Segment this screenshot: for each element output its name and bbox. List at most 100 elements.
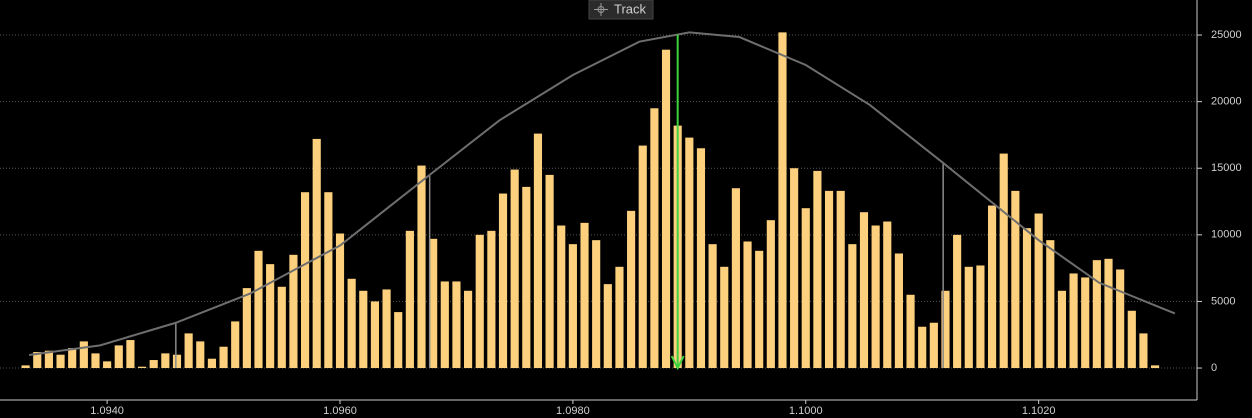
bar <box>883 221 892 369</box>
bar <box>906 294 915 369</box>
bar <box>429 238 438 369</box>
bar <box>475 234 484 369</box>
bar <box>731 188 740 369</box>
bar <box>312 138 321 369</box>
bar <box>894 253 903 369</box>
bar <box>347 278 356 369</box>
bar <box>592 240 601 369</box>
bar <box>114 345 123 369</box>
y-tick-label: 20000 <box>1211 96 1242 108</box>
bar <box>603 284 612 369</box>
bar <box>394 312 403 369</box>
bar <box>79 341 88 369</box>
y-tick-label: 10000 <box>1211 229 1242 241</box>
bar <box>231 321 240 369</box>
bar <box>242 288 251 369</box>
bar <box>557 225 566 369</box>
bar <box>440 281 449 369</box>
x-tick-label: 1.1000 <box>789 405 823 417</box>
bar <box>172 354 182 369</box>
bar <box>1081 277 1090 369</box>
bar <box>685 137 694 369</box>
bar <box>708 244 717 369</box>
bar <box>918 326 927 369</box>
bar <box>755 250 764 369</box>
bar <box>824 190 834 369</box>
bar <box>91 353 100 369</box>
bar <box>184 333 193 369</box>
bar <box>510 169 519 369</box>
bar <box>987 205 997 369</box>
bar <box>254 250 263 369</box>
bar <box>126 340 135 369</box>
y-tick-label: 5000 <box>1211 295 1235 307</box>
y-tick-label: 0 <box>1211 362 1217 374</box>
bar <box>33 352 42 369</box>
bar <box>1151 365 1160 369</box>
bar <box>615 266 624 369</box>
bar <box>1104 258 1113 369</box>
bar <box>696 148 706 369</box>
bar <box>848 244 857 369</box>
bar <box>196 341 205 369</box>
button-bg[interactable] <box>588 0 654 20</box>
marker-arrowhead <box>670 355 685 371</box>
bar <box>929 322 938 369</box>
bar <box>405 230 414 369</box>
bar <box>766 220 775 369</box>
bar <box>21 365 30 369</box>
bar <box>498 193 508 369</box>
bar <box>149 360 158 369</box>
bar <box>650 108 659 369</box>
bar <box>627 210 636 369</box>
bar <box>300 192 310 369</box>
bar <box>1057 290 1067 369</box>
crosshair-icon <box>594 3 608 16</box>
x-tick-label: 1.0960 <box>323 405 357 417</box>
bar <box>778 32 787 369</box>
bar <box>464 290 473 369</box>
track-button[interactable]: Track <box>588 0 654 20</box>
bar <box>1116 269 1125 369</box>
bar <box>522 186 531 369</box>
bar <box>533 133 543 369</box>
bar <box>1011 190 1020 369</box>
bar <box>359 290 368 369</box>
bar <box>580 222 589 369</box>
bar <box>207 358 216 369</box>
bar <box>335 233 345 369</box>
bar <box>813 170 822 369</box>
button-label[interactable]: Track <box>614 1 647 16</box>
bar <box>1034 213 1043 369</box>
bar <box>370 301 380 369</box>
x-tick-label: 1.1020 <box>1022 405 1056 417</box>
bar <box>1046 240 1055 369</box>
bar <box>1022 228 1032 369</box>
bar <box>545 174 554 369</box>
x-tick-label: 1.0940 <box>90 405 124 417</box>
bar <box>289 254 298 369</box>
bar <box>836 190 845 369</box>
bar <box>487 230 496 369</box>
bar <box>417 165 426 369</box>
bar <box>1139 333 1148 369</box>
bar <box>743 241 752 369</box>
bar <box>953 234 962 369</box>
bar <box>137 366 147 369</box>
bar <box>1069 273 1078 369</box>
bar <box>219 346 228 369</box>
bar <box>964 266 973 369</box>
bar <box>638 145 647 369</box>
bar <box>324 192 333 369</box>
bar <box>56 354 65 369</box>
bar <box>68 348 77 369</box>
bar <box>790 168 799 369</box>
bar <box>103 361 112 369</box>
bar <box>941 290 950 369</box>
bar <box>277 286 286 369</box>
y-tick-label: 25000 <box>1211 29 1242 41</box>
bar <box>801 208 810 369</box>
bar <box>976 265 985 369</box>
